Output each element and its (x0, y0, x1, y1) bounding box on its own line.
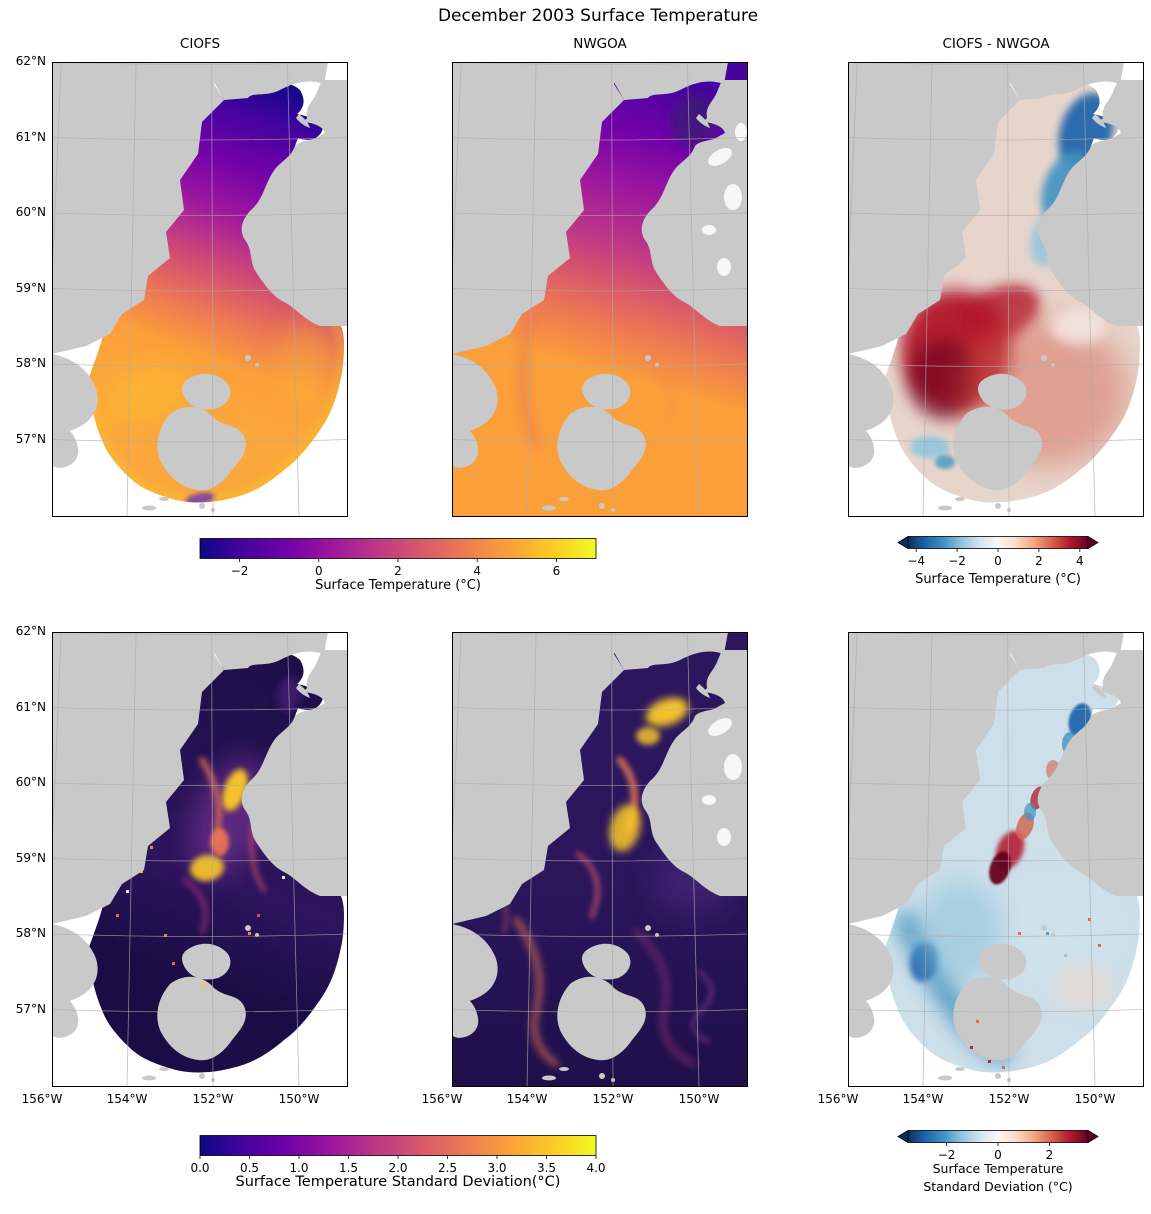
lon-tick-label: 156°W (817, 1092, 859, 1106)
lon-tick-label: 156°W (21, 1092, 63, 1106)
lon-tick-label: 152°W (592, 1092, 634, 1106)
svg-text:3.0: 3.0 (487, 1161, 506, 1175)
svg-text:3.5: 3.5 (537, 1161, 556, 1175)
svg-text:1.5: 1.5 (339, 1161, 358, 1175)
svg-text:4.0: 4.0 (586, 1161, 605, 1175)
svg-text:0.0: 0.0 (190, 1161, 209, 1175)
svg-text:−2: −2 (948, 554, 966, 568)
svg-text:2: 2 (1046, 1148, 1054, 1162)
colorbar-label-std-diff-line1: Surface Temperature (932, 1161, 1064, 1176)
colorbar-label-surface-temp-diff: Surface Temperature (°C) (915, 572, 1081, 587)
svg-text:−2: −2 (231, 564, 249, 578)
lon-tick-label: 150°W (1074, 1092, 1116, 1106)
svg-text:6: 6 (553, 564, 561, 578)
lon-tick-label: 150°W (678, 1092, 720, 1106)
subplot-title-nwgoa-temp: NWGOA (573, 36, 627, 52)
svg-text:2: 2 (1035, 554, 1043, 568)
svg-text:0: 0 (315, 564, 323, 578)
lon-tick-label: 154°W (506, 1092, 548, 1106)
colorbar-std: 0.0 0.5 1.0 1.5 2.0 2.5 3.0 3.5 4.0 (190, 1135, 606, 1175)
map-panel-diff-std (848, 632, 1144, 1087)
svg-text:2.0: 2.0 (388, 1161, 407, 1175)
lon-tick-label: 154°W (106, 1092, 148, 1106)
svg-text:2.5: 2.5 (438, 1161, 457, 1175)
lat-tick-label: 61°N (15, 699, 46, 714)
lon-tick-label: 150°W (278, 1092, 320, 1106)
lat-tick-label: 57°N (15, 431, 46, 446)
lat-tick-label: 62°N (15, 624, 46, 638)
colorbar-label-std: Surface Temperature Standard Deviation(°… (235, 1174, 561, 1190)
lat-tick-label: 61°N (15, 129, 46, 144)
svg-text:−2: −2 (938, 1148, 956, 1162)
svg-text:4: 4 (1076, 554, 1084, 568)
lon-tick-label: 152°W (988, 1092, 1030, 1106)
svg-text:4: 4 (473, 564, 481, 578)
map-panel-nwgoa-std (452, 632, 748, 1087)
lon-tick-label: 156°W (421, 1092, 463, 1106)
colorbar-temp-diff: −4 −2 0 2 4 (897, 536, 1099, 568)
lat-tick-label: 62°N (15, 54, 46, 68)
lat-tick-label: 60°N (15, 205, 46, 219)
lat-tick-label: 60°N (15, 775, 46, 789)
colorbar-label-surface-temp: Surface Temperature (°C) (315, 578, 481, 593)
subplot-title-ciofs-temp: CIOFS (179, 36, 221, 52)
lon-tick-label: 154°W (902, 1092, 944, 1106)
colorbar-std-diff: −2 0 2 (897, 1130, 1099, 1162)
svg-text:0.5: 0.5 (240, 1161, 259, 1175)
subplot-title-diff-temp: CIOFS - NWGOA (942, 36, 1050, 52)
map-panel-ciofs-temp (52, 62, 348, 517)
svg-text:1.0: 1.0 (289, 1161, 308, 1175)
map-panel-nwgoa-temp (452, 62, 748, 517)
colorbar-temp: −2 0 2 4 6 (199, 538, 597, 578)
map-panel-diff-temp (848, 62, 1144, 517)
figure-title: December 2003 Surface Temperature (437, 6, 759, 26)
svg-text:2: 2 (394, 564, 402, 578)
lat-tick-label: 57°N (15, 1001, 46, 1016)
lon-tick-label: 152°W (192, 1092, 234, 1106)
svg-text:0: 0 (994, 1148, 1002, 1162)
colorbar-label-std-diff-line2: Standard Deviation (°C) (923, 1178, 1073, 1194)
lat-tick-label: 59°N (15, 280, 46, 295)
map-panel-ciofs-std (52, 632, 348, 1087)
lat-tick-label: 58°N (15, 356, 46, 370)
svg-text:0: 0 (994, 554, 1002, 568)
svg-text:−4: −4 (907, 554, 925, 568)
lat-tick-label: 58°N (15, 926, 46, 940)
lat-tick-label: 59°N (15, 850, 46, 865)
colorbar-label-std-diff: Surface Temperature Standard Deviation (… (850, 1160, 1146, 1195)
